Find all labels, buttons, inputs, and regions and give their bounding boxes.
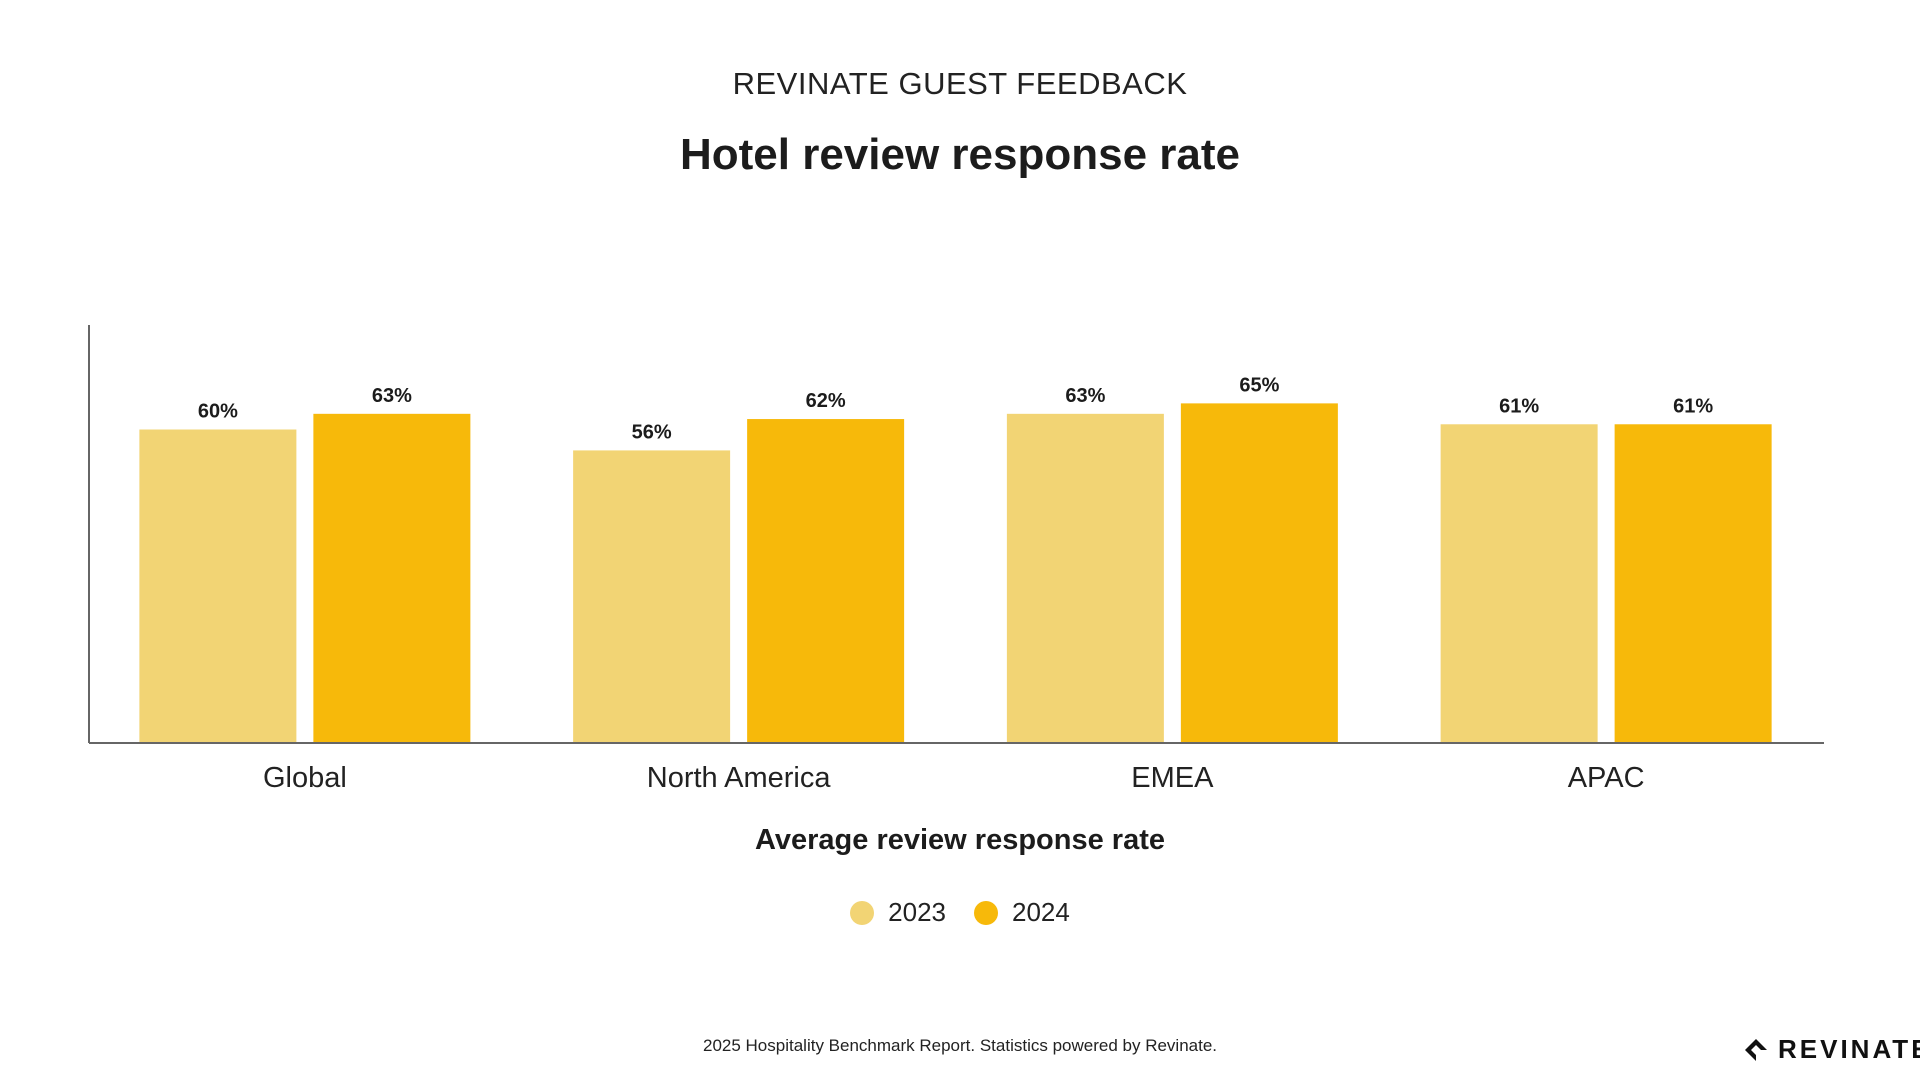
- bars-layer: [139, 403, 1772, 743]
- revinate-logo: REVINATE: [1744, 1034, 1920, 1065]
- x-axis-title: Average review response rate: [755, 824, 1165, 856]
- chart-title: Hotel review response rate: [679, 130, 1240, 179]
- data-labels-layer: 60% 63% 56% 62% 63% 65% 61% 61%: [198, 374, 1713, 443]
- chart-kicker: REVINATE GUEST FEEDBACK: [732, 66, 1188, 101]
- legend: 2023 2024: [0, 897, 1920, 928]
- legend-swatch-2023: [850, 900, 875, 925]
- data-label-apac-2023: 61%: [1499, 395, 1539, 417]
- data-label-emea-2023: 63%: [1065, 385, 1105, 407]
- legend-label-2024: 2024: [1012, 897, 1070, 927]
- bar-north-america-2024: [747, 419, 905, 743]
- legend-swatch-2024: [974, 900, 998, 925]
- bar-apac-2024: [1614, 424, 1772, 743]
- data-label-north-america-2023: 56%: [632, 421, 672, 443]
- legend-item-2024: 2024: [974, 897, 1070, 928]
- bar-emea-2023: [1006, 413, 1164, 743]
- data-label-global-2023: 60%: [198, 401, 238, 423]
- bar-global-2024: [313, 413, 471, 743]
- data-label-global-2024: 63%: [372, 385, 412, 407]
- data-label-emea-2024: 65%: [1239, 374, 1279, 396]
- data-label-apac-2024: 61%: [1673, 395, 1713, 417]
- bar-global-2023: [139, 429, 297, 743]
- footer-note: 2025 Hospitality Benchmark Report. Stati…: [702, 1036, 1218, 1055]
- logo-text: REVINATE: [1778, 1034, 1920, 1064]
- bar-apac-2023: [1440, 424, 1598, 743]
- revinate-logo-icon: [1745, 1038, 1767, 1061]
- category-label-apac: APAC: [1568, 762, 1645, 794]
- category-labels-layer: Global North America EMEA APAC: [263, 762, 1645, 794]
- category-label-emea: EMEA: [1131, 762, 1214, 794]
- bar-emea-2024: [1180, 403, 1338, 743]
- category-label-north-america: North America: [647, 762, 832, 794]
- legend-item-2023: 2023: [850, 897, 946, 928]
- category-label-global: Global: [263, 762, 347, 794]
- legend-label-2023: 2023: [888, 897, 946, 927]
- data-label-north-america-2024: 62%: [806, 390, 846, 412]
- bar-north-america-2023: [573, 450, 731, 743]
